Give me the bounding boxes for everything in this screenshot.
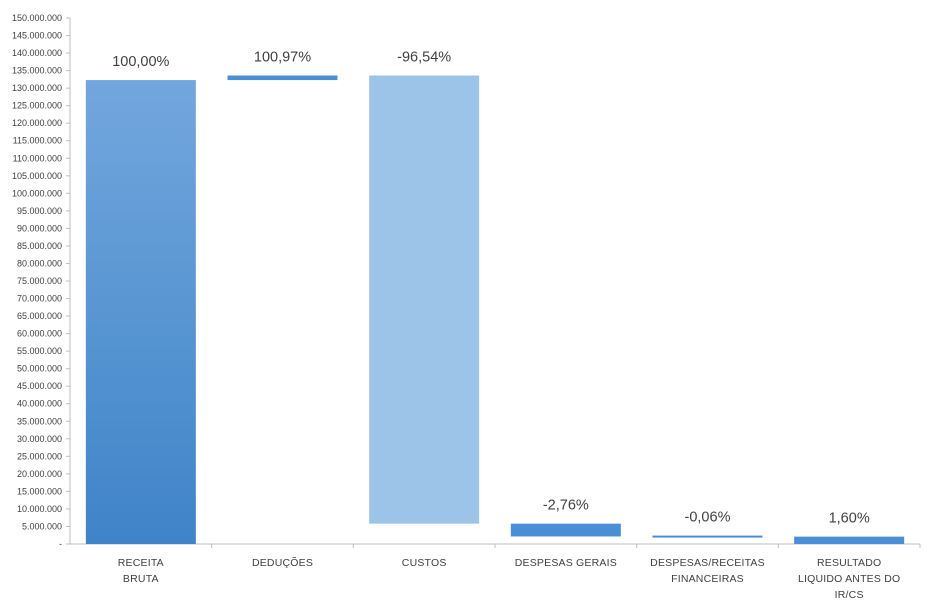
category-label: RESULTADO LIQUIDO ANTES DO IR/CS	[798, 557, 900, 601]
y-tick-label: 135.000.000	[12, 66, 62, 76]
category-label-line: IR/CS	[835, 589, 864, 601]
y-tick-label: 15.000.000	[17, 486, 62, 496]
y-tick-label: 110.000.000	[13, 153, 62, 163]
y-tick-label: 80.000.000	[17, 258, 62, 268]
category-label-line: CUSTOS	[402, 557, 447, 569]
category-label-line: DEDUÇÕES	[252, 556, 313, 569]
category-label: DEDUÇÕES	[252, 556, 313, 569]
category-label-line: RECEITA	[118, 557, 164, 569]
y-tick-label: 45.000.000	[17, 381, 62, 391]
y-tick-label: 25.000.000	[17, 451, 62, 461]
y-tick-label: 35.000.000	[17, 416, 62, 426]
data-label: -2,76%	[543, 498, 589, 514]
data-label: 100,00%	[112, 54, 169, 70]
y-tick-label: 90.000.000	[17, 223, 62, 233]
y-tick-label: 5.000.000	[22, 521, 62, 531]
y-tick-label: 85.000.000	[17, 241, 62, 251]
y-tick-label: 55.000.000	[17, 346, 62, 356]
category-label: DESPESAS/RECEITAS FINANCEIRAS	[650, 557, 765, 585]
category-label: DESPESAS GERAIS	[515, 557, 617, 569]
y-tick-label: 130.000.000	[12, 83, 62, 93]
y-tick-label: 125.000.000	[12, 101, 62, 111]
waterfall-bar	[369, 75, 480, 524]
data-label: -96,54%	[397, 50, 451, 66]
category-label-line: FINANCEIRAS	[671, 573, 744, 585]
waterfall-bar	[652, 535, 763, 538]
category-label-line: DESPESAS GERAIS	[515, 557, 617, 569]
label-layer: 100,00% RECEITA BRUTA 100,97% DEDUÇÕES -96,54…	[112, 50, 900, 601]
waterfall-bar	[227, 75, 338, 81]
category-label-line: DESPESAS/RECEITAS	[650, 557, 765, 569]
y-tick-label: 150.000.000	[12, 13, 62, 23]
category-label-line: LIQUIDO ANTES DO	[798, 573, 900, 585]
data-label: 100,97%	[254, 50, 311, 66]
y-tick-label: 120.000.000	[12, 118, 62, 128]
y-tick-label: 30.000.000	[17, 434, 62, 444]
y-tick-label: 40.000.000	[17, 399, 62, 409]
y-tick-label: 65.000.000	[17, 311, 62, 321]
waterfall-bar	[85, 80, 196, 545]
category-label: RECEITA BRUTA	[118, 557, 164, 585]
data-label: 1,60%	[829, 511, 870, 527]
y-tick-label: -	[59, 539, 62, 549]
y-tick-label: 10.000.000	[17, 504, 62, 514]
y-tick-label: 60.000.000	[17, 329, 62, 339]
y-tick-label: 100.000.000	[12, 188, 62, 198]
waterfall-bar	[510, 523, 621, 537]
y-tick-label: 70.000.000	[17, 294, 62, 304]
bar-layer	[85, 75, 905, 545]
y-tick-label: 105.000.000	[12, 171, 62, 181]
category-label-line: RESULTADO	[817, 557, 881, 569]
category-label-line: BRUTA	[123, 573, 159, 585]
y-tick-label: 115.000.000	[13, 136, 62, 146]
y-tick-label: 75.000.000	[17, 276, 62, 286]
y-tick-label: 140.000.000	[12, 48, 62, 58]
y-tick-label: 95.000.000	[17, 206, 62, 216]
category-label: CUSTOS	[402, 557, 447, 569]
y-tick-label: 20.000.000	[17, 469, 62, 479]
y-tick-label: 145.000.000	[12, 31, 62, 41]
data-label: -0,06%	[685, 510, 731, 526]
waterfall-bar	[794, 536, 905, 544]
axis-layer: - 5.000.000 10.000.000 15.000.000 20.000.000…	[12, 13, 921, 549]
y-tick-label: 50.000.000	[17, 364, 62, 374]
